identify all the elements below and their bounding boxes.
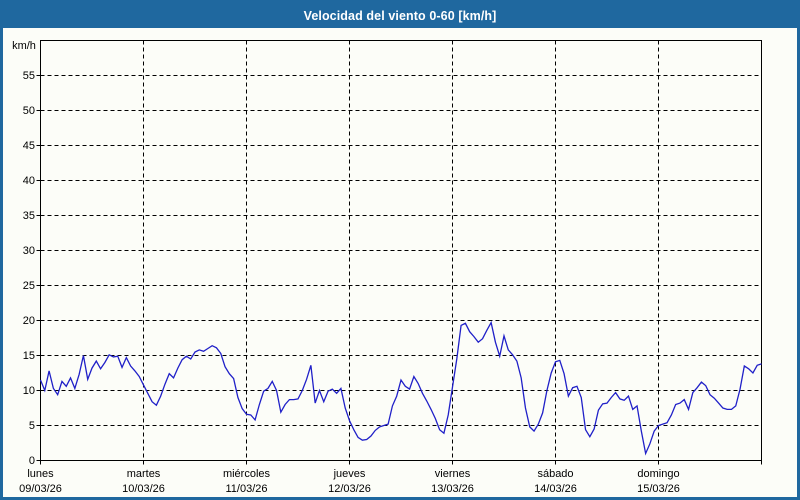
day-name-label: lunes [27, 468, 54, 480]
x-day-label: lunes 09/03/26 [3, 467, 89, 497]
y-tick-label: 25 [22, 279, 35, 292]
x-day-label: martes 10/03/26 [96, 467, 192, 497]
x-day-label: sábado 14/03/26 [508, 467, 604, 497]
y-tick-label: 15 [22, 349, 35, 362]
y-tick-label: 40 [22, 174, 35, 187]
wind-speed-series-line [39, 320, 762, 456]
y-tick-label: 35 [22, 209, 35, 222]
day-name-label: domingo [637, 468, 680, 480]
x-day-label: domingo 15/03/26 [611, 467, 707, 497]
y-axis-unit-label: km/h [12, 40, 36, 52]
day-name-label: jueves [333, 468, 366, 480]
x-day-label: viernes 13/03/26 [405, 467, 501, 497]
y-tick-label: 45 [22, 139, 35, 152]
title-bar: Velocidad del viento 0-60 [km/h] [3, 3, 797, 28]
chart-area: km/h 0 5 10 15 20 25 30 35 40 45 50 55 lunes 09/03/26… [3, 28, 797, 497]
day-date-label: 13/03/26 [431, 483, 474, 495]
day-date-label: 11/03/26 [225, 483, 268, 495]
y-tick-label: 20 [22, 314, 35, 327]
day-name-label: viernes [434, 468, 471, 480]
day-date-label: 09/03/26 [19, 483, 62, 495]
y-tick-label: 55 [22, 69, 35, 82]
x-day-label: miércoles 11/03/26 [199, 467, 295, 497]
window-title: Velocidad del viento 0-60 [km/h] [303, 8, 497, 23]
day-date-label: 14/03/26 [534, 483, 577, 495]
y-tick-label: 10 [22, 384, 35, 397]
y-tick-label: 50 [22, 104, 35, 117]
day-name-label: martes [126, 468, 161, 480]
day-date-label: 10/03/26 [122, 483, 165, 495]
day-name-label: miércoles [222, 468, 271, 480]
y-tick-label: 0 [28, 454, 35, 467]
day-name-label: sábado [537, 468, 574, 480]
x-day-label: jueves 12/03/26 [302, 467, 398, 497]
wind-speed-line-chart [36, 40, 762, 465]
y-tick-label: 30 [22, 244, 35, 257]
day-date-label: 12/03/26 [328, 483, 371, 495]
plot-border [40, 40, 762, 461]
day-date-label: 15/03/26 [637, 483, 680, 495]
y-tick-label: 5 [28, 419, 35, 432]
